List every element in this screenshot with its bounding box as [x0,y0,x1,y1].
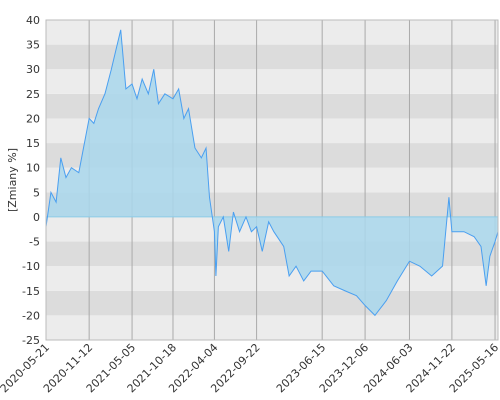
band [46,20,498,45]
area [46,29,498,316]
y-tick-label: 0 [33,211,40,224]
y-tick-label: 30 [26,63,40,76]
y-tick-label: -5 [29,236,40,249]
y-tick-label: -20 [22,309,40,322]
y-tick-label: -25 [22,334,40,347]
y-tick-label: 35 [26,39,40,52]
y-tick-label: 25 [26,88,40,101]
plot-frame [45,19,499,341]
y-tick-label: -10 [22,260,40,273]
y-tick-label: 5 [33,186,40,199]
y-tick-label: 10 [26,162,40,175]
band [46,266,498,291]
y-tick-label: 15 [26,137,40,150]
band [46,290,498,316]
y-tick-label: 40 [26,14,40,27]
band [46,315,498,340]
y-tick-label: 20 [26,112,40,125]
y-tick-label: -15 [22,285,40,298]
y-axis-label: [Zmiany %] [6,148,19,212]
line [45,29,499,317]
